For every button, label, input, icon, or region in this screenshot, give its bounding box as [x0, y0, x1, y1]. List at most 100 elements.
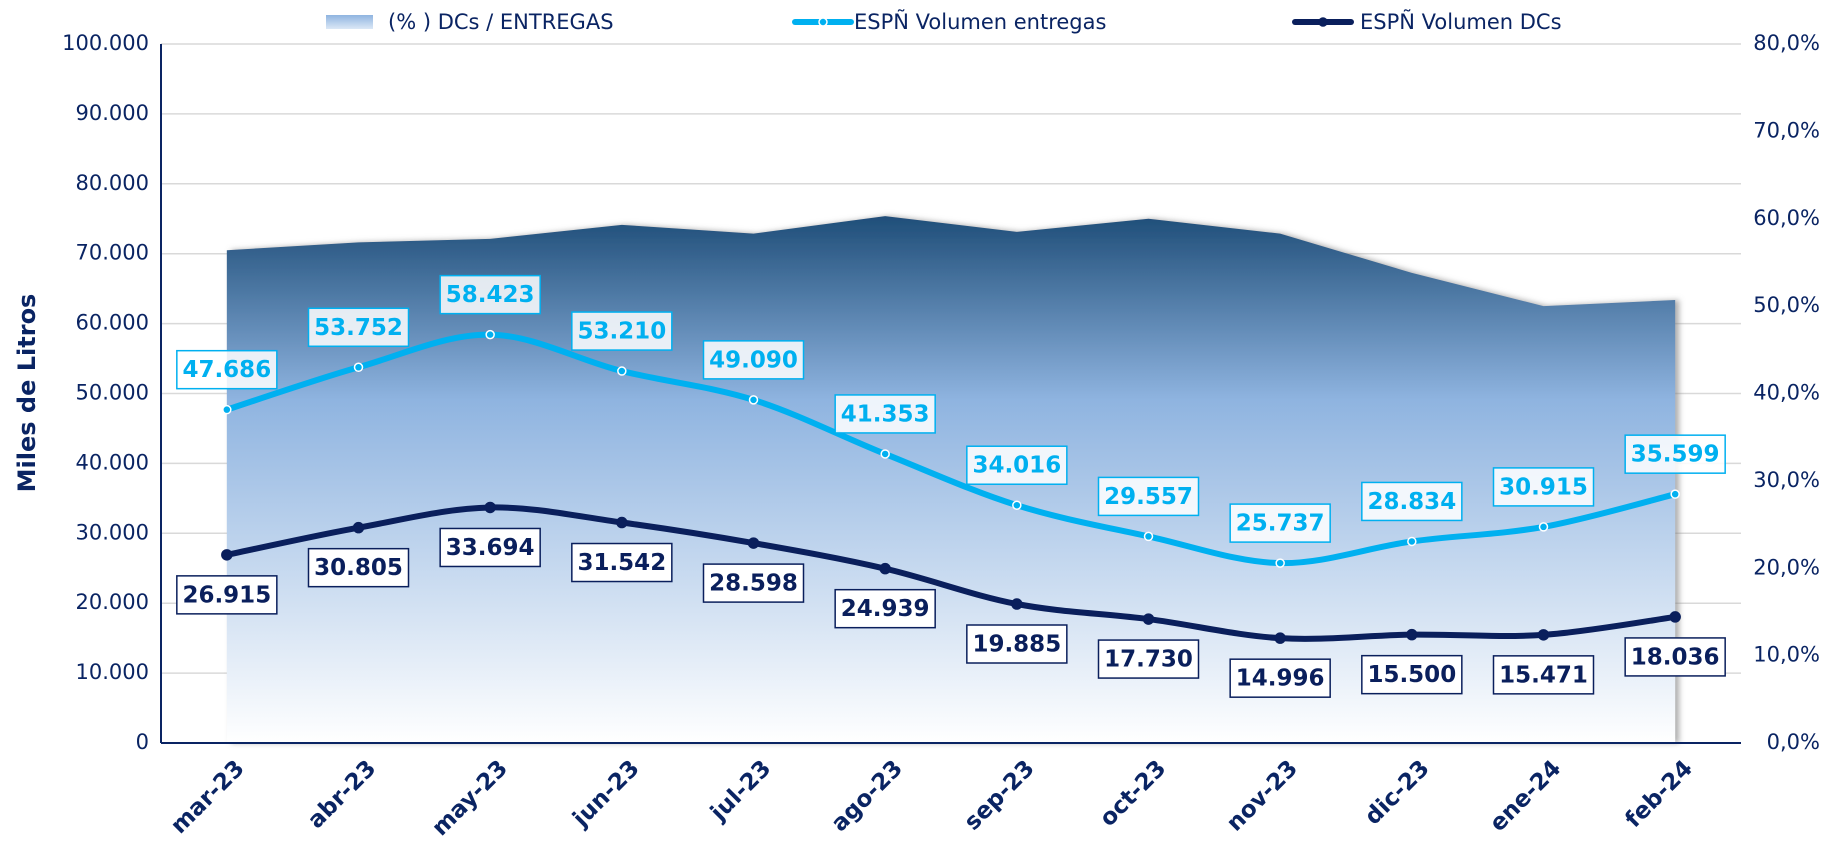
data-label: 58.423 [446, 282, 535, 308]
data-label: 41.353 [841, 401, 930, 427]
y2-tick-label: 20,0% [1753, 555, 1820, 579]
point [1670, 489, 1680, 499]
line [225, 331, 1676, 567]
x-tick-label: mar-23 [166, 755, 250, 839]
data-label: 29.557 [1104, 484, 1193, 510]
x-tick-label: sep-23 [960, 755, 1040, 835]
point [1669, 611, 1681, 623]
legend-swatch [326, 15, 373, 29]
legend-label: ESPÑ Volumen DCs [1360, 8, 1562, 34]
data-label-box [1361, 654, 1463, 695]
data-label-box [439, 527, 541, 568]
x-tick-label: may-23 [427, 755, 513, 841]
data-label-box [834, 394, 936, 434]
y2-tick-label: 0,0% [1767, 730, 1820, 754]
y2-tick-label: 50,0% [1753, 293, 1820, 317]
data-label: 34.016 [972, 453, 1061, 479]
data-label: 49.090 [709, 347, 798, 373]
x-tick-label: dic-23 [1360, 755, 1435, 830]
data-label: 15.471 [1499, 662, 1588, 688]
point [616, 516, 628, 529]
point [1275, 558, 1285, 568]
point [879, 562, 891, 575]
y-tick-label: 60.000 [76, 311, 149, 335]
data-label-box [1361, 481, 1463, 522]
data-label: 35.599 [1631, 442, 1720, 468]
data-label: 14.996 [1236, 666, 1325, 692]
x-tick-label: abr-23 [303, 755, 381, 833]
data-label: 19.885 [972, 632, 1061, 658]
legend-marker [818, 17, 828, 27]
data-label-box [966, 445, 1068, 485]
x-tick-label: oct-23 [1095, 755, 1171, 831]
data-label: 25.737 [1236, 511, 1325, 537]
y-tick-label: 40.000 [76, 450, 149, 474]
data-label: 53.210 [577, 319, 666, 345]
point [617, 366, 627, 376]
point [1011, 598, 1023, 610]
data-label-box [1624, 637, 1726, 677]
point [1406, 628, 1418, 641]
point [352, 521, 365, 534]
data-label-box [307, 307, 410, 348]
x-tick-label: jul-23 [705, 755, 776, 826]
point [880, 449, 890, 459]
y2-tick-label: 70,0% [1753, 118, 1820, 142]
y-tick-label: 70.000 [76, 241, 149, 265]
y-tick-label: 90.000 [76, 101, 149, 125]
data-label-box [702, 340, 805, 380]
x-tick-label: ago-23 [826, 755, 908, 837]
point [1538, 522, 1549, 532]
x-tick-label: nov-23 [1222, 755, 1303, 836]
y-tick-label: 50.000 [76, 381, 149, 405]
y-tick-label: 20.000 [76, 590, 149, 614]
y-axis-label: Miles de Litros [13, 294, 41, 493]
point [1012, 500, 1022, 510]
data-label-box [571, 542, 673, 583]
data-label: 17.730 [1104, 647, 1193, 673]
point [1142, 613, 1155, 625]
y2-tick-label: 30,0% [1753, 468, 1820, 492]
legend-label: (% ) DCs / ENTREGAS [388, 10, 614, 34]
data-label: 28.598 [709, 571, 798, 597]
data-label: 30.805 [314, 555, 403, 581]
y2-tick-label: 10,0% [1753, 643, 1820, 667]
data-label: 24.939 [841, 596, 930, 622]
data-label-box [1097, 476, 1200, 517]
data-label-box [702, 563, 805, 603]
point [485, 329, 495, 340]
y-tick-label: 30.000 [76, 520, 149, 544]
data-label-box [176, 575, 278, 615]
point [221, 549, 233, 561]
data-label: 47.686 [182, 357, 271, 383]
y2-tick-label: 40,0% [1753, 381, 1820, 405]
legend-label: ESPÑ Volumen entregas [854, 8, 1106, 34]
data-label-box [834, 588, 936, 629]
data-label-box [307, 547, 410, 588]
y2-tick-label: 60,0% [1753, 206, 1820, 230]
point [484, 501, 496, 514]
line [226, 504, 1676, 642]
y-tick-label: 0 [136, 730, 149, 754]
data-label-box [176, 349, 278, 390]
data-label-box [1229, 503, 1331, 543]
y-tick-label: 10.000 [76, 660, 149, 684]
legend-marker [1318, 17, 1328, 27]
data-label: 18.036 [1631, 644, 1720, 670]
point [748, 395, 759, 405]
y-tick-label: 100.000 [62, 31, 149, 55]
data-label: 53.752 [314, 315, 403, 341]
x-tick-label: ene-24 [1485, 755, 1566, 836]
data-label: 30.915 [1499, 474, 1588, 500]
data-label-box [1097, 639, 1200, 679]
y-tick-label: 80.000 [76, 171, 149, 195]
y2-tick-label: 80,0% [1753, 31, 1820, 55]
data-label-box [1229, 658, 1331, 698]
point [1407, 536, 1417, 547]
data-label-box [1624, 434, 1726, 474]
data-label-box [571, 311, 673, 351]
x-tick-label: jun-23 [567, 755, 644, 832]
data-label-box [1492, 467, 1595, 507]
point [747, 537, 760, 549]
